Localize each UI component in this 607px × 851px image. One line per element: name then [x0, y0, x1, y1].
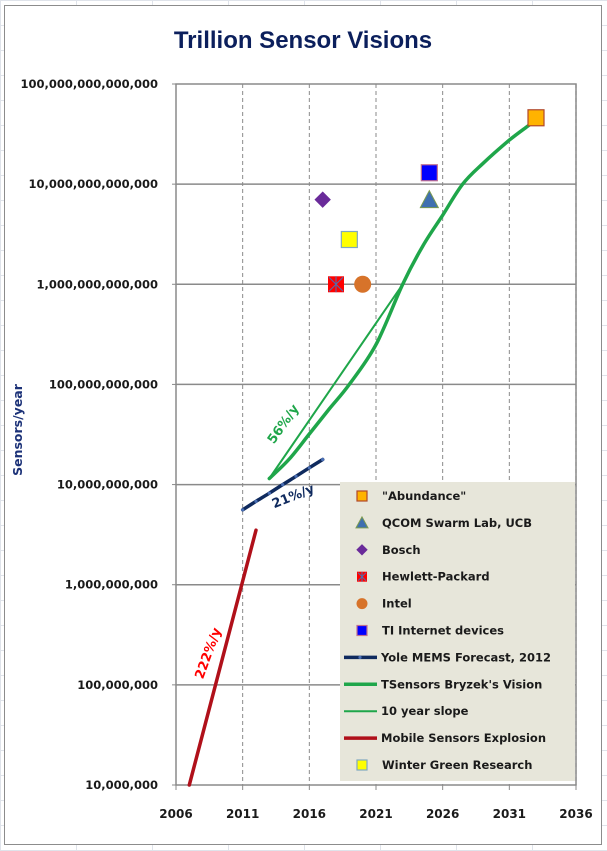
- y-tick-label: 10,000,000: [85, 778, 158, 792]
- y-tick-label: 10,000,000,000,000: [29, 177, 159, 191]
- legend-symbol-triangle-icon: [355, 515, 369, 529]
- marker-square: [340, 230, 358, 249]
- marker-square: [527, 109, 545, 127]
- point-intel: [354, 275, 372, 293]
- marker-square: [420, 164, 438, 182]
- point-abundance: [527, 109, 545, 127]
- y-tick-label: 1,000,000,000: [65, 578, 158, 592]
- marker-diamond: [314, 191, 331, 208]
- point-qcom-swarm-lab-ucb: [419, 189, 440, 209]
- y-axis-ticks: 10,000,000 100,000,000 1,000,000,000 10,000…: [20, 77, 158, 792]
- legend-symbol-square-icon: [356, 759, 368, 771]
- y-axis-label: Sensors/year: [10, 383, 25, 476]
- legend-symbol-square-icon: [356, 490, 368, 502]
- yole-point: [307, 466, 311, 470]
- point-ti-internet-devices: [420, 164, 438, 182]
- y-tick-label: 100,000,000,000: [49, 377, 158, 391]
- marker-triangle: [419, 189, 440, 209]
- point-winter-green-research: [340, 230, 358, 249]
- legend-item[interactable]: "Abundance": [356, 489, 466, 503]
- yole-point: [321, 457, 325, 462]
- legend-item[interactable]: Winter Green Research: [356, 758, 532, 772]
- point-hewlett-packard: [328, 276, 344, 293]
- legend-label: Hewlett-Packard: [382, 570, 490, 584]
- x-tick-label: 2031: [493, 807, 526, 821]
- series-markers: [314, 109, 545, 293]
- legend-label: Bosch: [382, 543, 421, 557]
- legend-item[interactable]: Intel: [356, 597, 412, 611]
- legend-label: "Abundance": [382, 489, 466, 503]
- marker-diamond: [356, 544, 368, 556]
- marker-square: [356, 490, 368, 502]
- marker-square: [356, 624, 368, 637]
- legend-symbol-circle-icon: [356, 598, 368, 610]
- legend-symbol-x-square-icon: [357, 571, 367, 582]
- plot-area: [175, 83, 577, 786]
- yole-point: [281, 482, 285, 487]
- x-tick-label: 2011: [226, 807, 259, 821]
- legend-symbol-square-icon: [356, 624, 368, 637]
- yole-point: [241, 508, 245, 512]
- legend-label: QCOM Swarm Lab, UCB: [382, 516, 532, 530]
- x-tick-label: 2016: [293, 807, 326, 821]
- legend-label: Yole MEMS Forecast, 2012: [380, 650, 551, 664]
- legend-label: TSensors Bryzek's Vision: [381, 677, 542, 691]
- y-tick-label: 100,000,000: [77, 678, 158, 692]
- legend-item[interactable]: Yole MEMS Forecast, 2012: [344, 650, 551, 664]
- legend-label: Intel: [382, 597, 412, 611]
- legend-label: Mobile Sensors Explosion: [381, 731, 546, 745]
- x-tick-label: 2006: [159, 807, 192, 821]
- series-lines: [187, 123, 532, 787]
- legend-item[interactable]: QCOM Swarm Lab, UCB: [355, 515, 532, 530]
- marker-square: [356, 759, 368, 771]
- legend-point-icon: [358, 655, 362, 660]
- x-axis-ticks: 2006 2011 2016 2021 2026 2031 2036: [159, 807, 592, 821]
- legend-label: Winter Green Research: [382, 758, 532, 772]
- marker-circle: [354, 275, 372, 293]
- line-tsensors-bryzek-s-vision: [267, 123, 532, 481]
- chart-title: Trillion Sensor Visions: [174, 27, 432, 54]
- legend-symbol-diamond-icon: [356, 544, 368, 556]
- legend-item[interactable]: Bosch: [356, 543, 421, 557]
- point-bosch: [314, 191, 331, 208]
- legend-item[interactable]: TSensors Bryzek's Vision: [344, 677, 542, 691]
- y-tick-label: 100,000,000,000,000: [20, 77, 158, 91]
- y-tick-label: 10,000,000,000: [57, 478, 158, 492]
- annotation-label: 56%/y: [265, 402, 303, 447]
- line-mobile-sensors-explosion: [187, 528, 258, 787]
- legend-item[interactable]: Mobile Sensors Explosion: [344, 731, 546, 745]
- yole-point: [254, 499, 258, 503]
- yole-point: [267, 491, 271, 495]
- legend[interactable]: "Abundance" QCOM Swarm Lab, UCB Bosch Hewle…: [340, 482, 575, 781]
- x-tick-label: 2036: [559, 807, 592, 821]
- legend-box: [340, 482, 575, 781]
- line-10-year-slope: [268, 283, 404, 480]
- marker-circle: [356, 598, 368, 610]
- legend-label: TI Internet devices: [382, 624, 504, 638]
- legend-item[interactable]: Hewlett-Packard: [357, 570, 490, 584]
- marker-triangle: [355, 515, 369, 529]
- legend-label: 10 year slope: [381, 704, 469, 718]
- x-tick-label: 2021: [359, 807, 392, 821]
- yole-point: [294, 474, 298, 478]
- marker-x: [357, 571, 367, 582]
- legend-item[interactable]: 10 year slope: [344, 704, 469, 718]
- marker-x: [328, 276, 344, 293]
- legend-item[interactable]: TI Internet devices: [356, 624, 504, 638]
- y-tick-label: 1,000,000,000,000: [37, 277, 159, 291]
- annotation-label: 21%/y: [270, 481, 317, 512]
- x-tick-label: 2026: [426, 807, 459, 821]
